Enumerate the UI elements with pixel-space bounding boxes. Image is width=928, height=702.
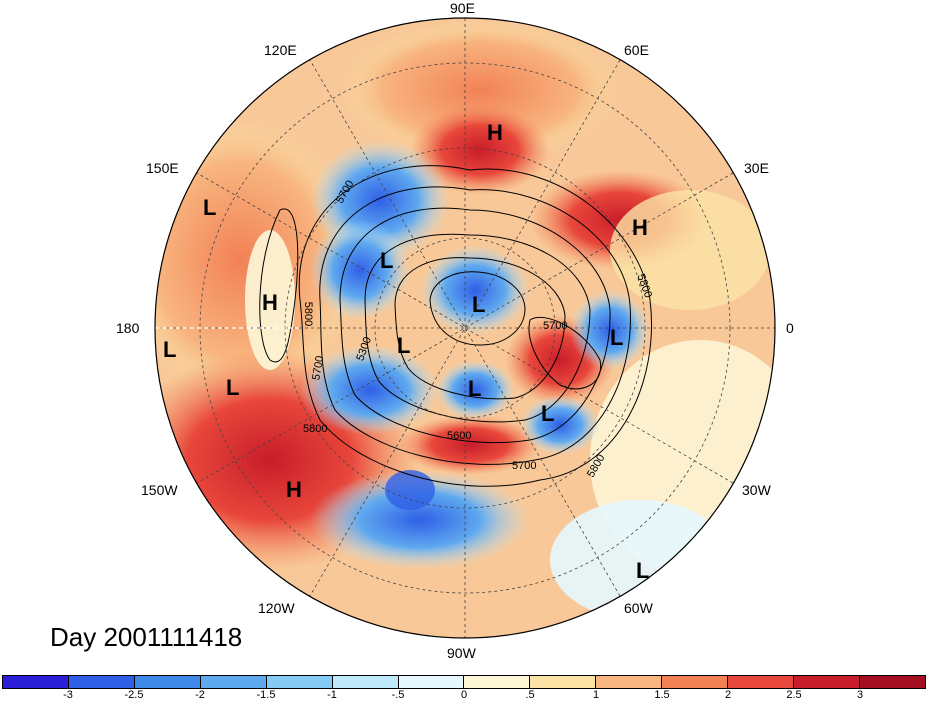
- high-pressure-marker: H: [262, 290, 278, 315]
- lon-label-90e: 90E: [450, 0, 475, 16]
- colorbar-tick-label: 1: [592, 689, 600, 701]
- colorbar-swatch: [464, 676, 531, 688]
- lon-label-60w: 60W: [624, 600, 653, 616]
- height-contours: [259, 165, 652, 487]
- colorbar-swatch: [3, 676, 69, 688]
- lon-label-0: 0: [786, 320, 794, 336]
- low-pressure-marker: L: [203, 195, 217, 220]
- lon-label-90w: 90W: [447, 645, 476, 661]
- colorbar-swatch: [794, 676, 860, 688]
- low-pressure-marker: L: [541, 401, 555, 426]
- lon-label-30e: 30E: [744, 160, 769, 176]
- contour-label: 5800: [303, 423, 328, 435]
- colorbar-swatch: [266, 676, 333, 688]
- colorbar-swatch: [398, 676, 465, 688]
- colorbar-tick-label: 1.5: [654, 689, 670, 701]
- colorbar-tick-label: -.5: [391, 689, 405, 701]
- lon-label-120w: 120W: [258, 600, 295, 616]
- colorbar-swatch: [134, 676, 201, 688]
- lon-label-120e: 120E: [264, 42, 297, 58]
- colorbar: [2, 675, 926, 689]
- anomaly-field: [155, 18, 775, 638]
- lon-label-150w: 150W: [141, 482, 178, 498]
- colorbar-tick-label: .5: [525, 689, 535, 701]
- low-pressure-marker: L: [397, 333, 411, 358]
- colorbar-swatch: [596, 676, 663, 688]
- graticule: [155, 18, 775, 638]
- colorbar-swatch: [332, 676, 399, 688]
- colorbar-tick-label: -1: [327, 689, 337, 701]
- lon-label-60e: 60E: [624, 42, 649, 58]
- colorbar-swatch: [200, 676, 267, 688]
- high-pressure-marker: H: [286, 477, 302, 502]
- colorbar-swatch: [859, 676, 925, 688]
- colorbar-swatch: [662, 676, 729, 688]
- colorbar-swatch: [728, 676, 795, 688]
- colorbar-tick-label: -2: [195, 689, 205, 701]
- low-pressure-marker: L: [163, 337, 177, 362]
- colorbar-tick-label: -2.5: [124, 689, 144, 701]
- colorbar-tick-label: 2: [724, 689, 732, 701]
- contour-label: 5600: [447, 430, 472, 442]
- colorbar-swatch: [530, 676, 597, 688]
- lon-label-180: 180: [116, 320, 140, 336]
- colorbar-swatch: [68, 676, 135, 688]
- colorbar-tick-label: 2.5: [786, 689, 802, 701]
- high-pressure-marker: H: [487, 120, 503, 145]
- lon-label-150e: 150E: [146, 160, 179, 176]
- lon-label-30w: 30W: [742, 482, 771, 498]
- high-pressure-marker: H: [632, 215, 648, 240]
- low-pressure-marker: L: [636, 558, 650, 583]
- contour-label: 5700: [543, 320, 568, 332]
- low-pressure-marker: L: [226, 375, 240, 400]
- colorbar-tick-label: -1.5: [256, 689, 276, 701]
- low-pressure-marker: L: [468, 376, 482, 401]
- colorbar-labels: -3 -2.5 -2 -1.5 -1 -.5 0 .5 1 1.5 2 2.5 3: [2, 689, 926, 702]
- colorbar-tick-label: 3: [856, 689, 864, 701]
- low-pressure-marker: L: [380, 248, 394, 273]
- low-pressure-marker: L: [610, 325, 624, 350]
- map-boundary: [154, 17, 776, 639]
- colorbar-tick-label: -3: [63, 689, 73, 701]
- contour-label: 5700: [512, 460, 537, 472]
- low-pressure-marker: L: [472, 292, 486, 317]
- contour-label: 5800: [302, 301, 315, 327]
- date-title: Day 2001111418: [50, 622, 243, 652]
- colorbar-tick-label: 0: [460, 689, 468, 701]
